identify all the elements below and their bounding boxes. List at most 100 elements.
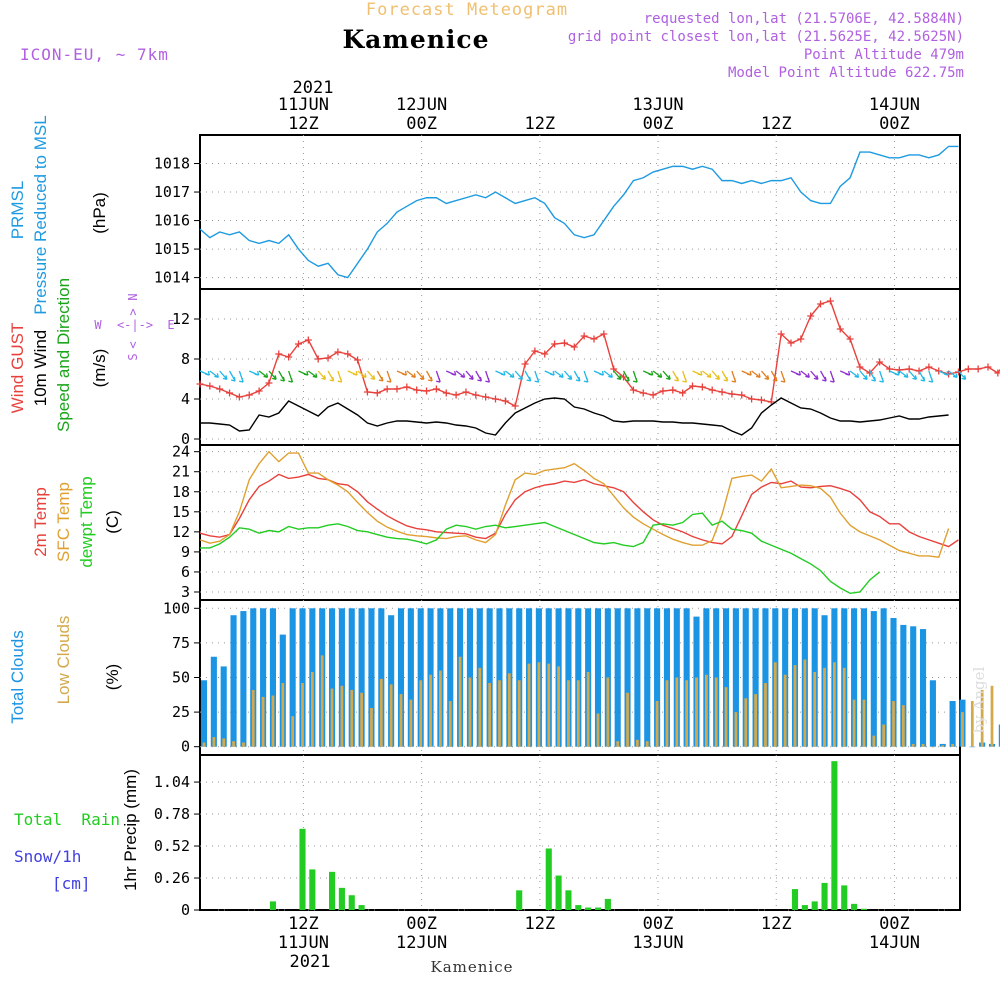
wind-direction-arrow [613,370,622,380]
gust-point [363,388,371,396]
low-cloud-bar [507,673,511,747]
gust-point [994,369,1000,377]
low-cloud-bar [803,659,807,747]
rain-bar [545,848,552,910]
top-day-label: 11JUN [278,95,329,115]
wind-direction-arrow [583,370,589,383]
gust-point [501,397,509,405]
compass-up-arrow: > [126,308,140,315]
low-cloud-bar [557,666,560,747]
total-cloud-bar [998,724,1000,747]
total-rain-label: Total Rain [14,810,120,829]
rain-bar [585,907,592,910]
y-tick-label: 1016 [154,212,190,230]
wind-direction-arrow [889,370,900,376]
total-cloud-bar [644,608,651,747]
total-cloud-bar [919,629,927,747]
low-cloud-bar [261,696,265,747]
low-cloud-bar [370,707,373,747]
total-cloud-bar [447,608,454,747]
gust-point [817,300,825,308]
wind-direction-arrow [879,370,885,383]
low-cloud-bar [665,680,669,747]
wind-direction-arrow [209,370,219,378]
gust-point [777,330,785,338]
wind-direction-arrow [800,370,810,378]
low-cloud-bar [301,683,304,747]
gust-point [452,391,460,399]
low-cloud-bar [527,663,531,747]
low-cloud-bar [626,692,629,747]
gust-point [846,335,854,343]
prmsl-line [199,145,959,279]
y-tick-label: 50 [172,669,190,687]
top-hour-label: 12Z [524,114,555,134]
y-tick-label: 1018 [154,155,190,173]
low-cloud-bar [330,688,334,747]
wind-direction-arrow [544,370,555,376]
wind-direction-arrow [701,370,712,378]
gust-point [521,360,529,368]
snow-unit-label: [cm] [52,874,91,893]
total-cloud-bar [388,615,395,747]
low-cloud-bar [310,671,314,747]
temp-sfc-label: SFC Temp [54,482,73,562]
gust-point [570,343,578,351]
y-tick-label: 1.04 [154,773,190,791]
wind-direction-arrow [298,370,309,376]
wind-direction-arrow [908,370,918,380]
total-cloud-bar [969,746,976,748]
total-cloud-bar [880,608,887,747]
wind-direction-arrow [790,370,802,376]
wind-unit-label: (m/s) [90,349,109,388]
bottom-hour-label: 00Z [643,914,674,934]
wind-direction-arrow [849,370,860,378]
low-cloud-bar [232,741,235,747]
total-cloud-bar [348,608,355,747]
gust-point [314,355,322,363]
wind-direction-arrow [248,370,260,376]
y-tick-label: 21 [172,463,190,481]
precip-unit-label: 1hr Precip (mm) [121,769,140,891]
wind-direction-arrow [810,370,819,380]
wind-direction-arrow [731,370,737,383]
model-point-altitude: Model Point Altitude 622.75m [728,65,964,81]
top-day-label: 13JUN [632,95,683,115]
y-tick-label: 6 [181,563,190,581]
gust-point [511,402,519,410]
low-cloud-bar [685,680,689,747]
compass-north: N [126,293,140,300]
gust-point [206,382,214,390]
wind-direction-arrow [682,370,688,383]
top-hour-label: 00Z [879,114,910,134]
low-cloud-bar [222,738,226,747]
low-cloud-bar [773,662,777,747]
bottom-day-label: 14JUN [869,933,920,953]
bottom-day-label: 11JUN [278,933,329,953]
gust-point [649,391,657,399]
gust-point [876,358,884,366]
low-cloud-bar [754,694,757,747]
low-cloud-bar [547,663,551,747]
y-tick-label: 0 [181,738,190,756]
model-label: ICON-EU, ~ 7km [20,45,169,64]
grid-point-coords: grid point closest lon,lat (21.5625E, 42… [568,29,964,45]
wind-direction-arrow [622,370,630,382]
rain-bar [604,898,611,910]
low-cloud-bar [439,670,442,747]
wind-direction-arrow [780,370,786,383]
wind-direction-arrow [642,370,654,376]
gust-point [482,393,490,401]
wind-direction-arrow [948,370,958,378]
low-cloud-bar [951,743,954,747]
gust-point [551,340,559,348]
total-cloud-bar [683,608,690,747]
low-cloud-bar [872,735,876,747]
wind-direction-arrow [770,370,778,382]
y-tick-label: 18 [172,483,190,501]
chart-subtitle: Forecast Meteogram [366,0,568,20]
wind-direction-arrow [741,370,752,376]
wind-direction-arrow [317,370,327,380]
total-cloud-bar [417,608,424,747]
